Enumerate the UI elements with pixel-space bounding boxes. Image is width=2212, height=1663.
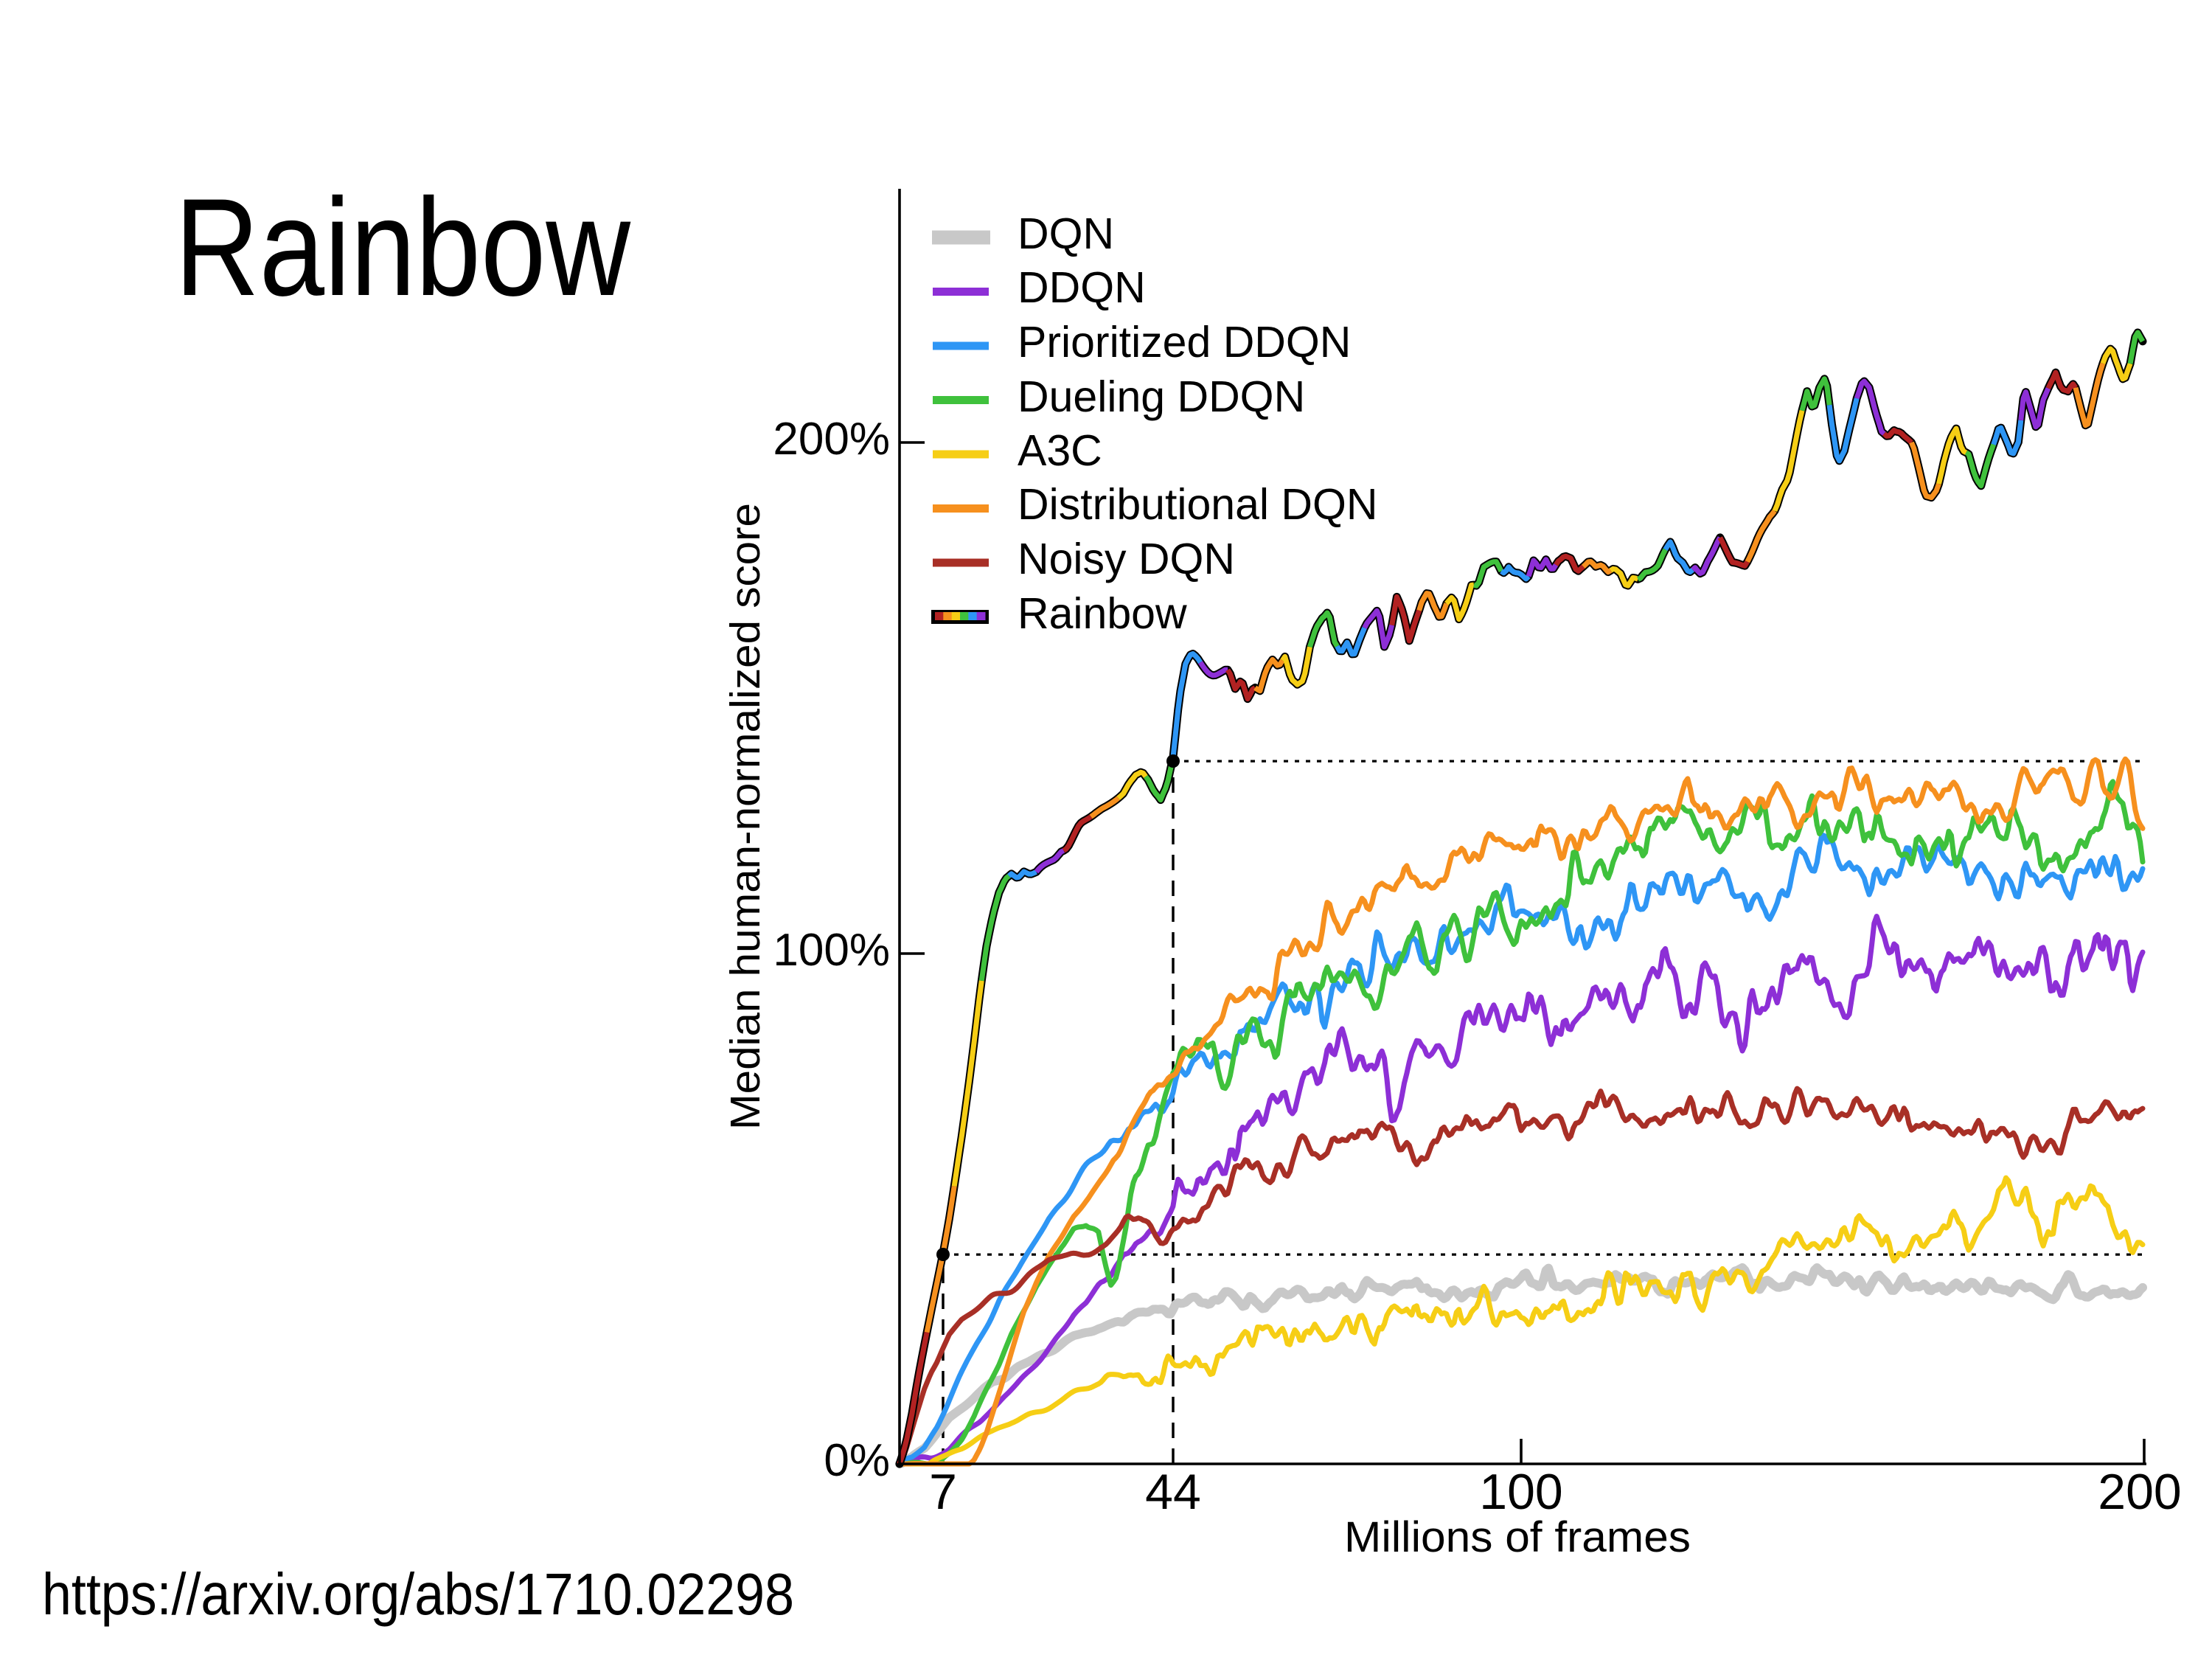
svg-text:Rainbow: Rainbow <box>1018 589 1187 638</box>
svg-text:A3C: A3C <box>1018 426 1102 475</box>
svg-text:DDQN: DDQN <box>1018 263 1146 312</box>
svg-text:200: 200 <box>2098 1464 2181 1520</box>
svg-text:200%: 200% <box>773 414 890 465</box>
svg-text:100%: 100% <box>773 925 890 976</box>
svg-text:Distributional DQN: Distributional DQN <box>1018 480 1378 529</box>
svg-text:0%: 0% <box>824 1435 890 1486</box>
svg-text:Millions of frames: Millions of frames <box>1344 1513 1691 1561</box>
svg-text:Median human-normalized score: Median human-normalized score <box>722 503 769 1130</box>
svg-text:100: 100 <box>1479 1464 1562 1520</box>
svg-text:https://arxiv.org/abs/1710.022: https://arxiv.org/abs/1710.02298 <box>42 1561 794 1627</box>
svg-text:Noisy DQN: Noisy DQN <box>1018 535 1235 583</box>
svg-text:Prioritized DDQN: Prioritized DDQN <box>1018 318 1351 367</box>
svg-text:DQN: DQN <box>1018 209 1114 258</box>
svg-text:7: 7 <box>929 1464 957 1520</box>
svg-text:Dueling DDQN: Dueling DDQN <box>1018 372 1305 421</box>
svg-text:44: 44 <box>1145 1464 1201 1520</box>
svg-text:Rainbow: Rainbow <box>175 170 631 324</box>
